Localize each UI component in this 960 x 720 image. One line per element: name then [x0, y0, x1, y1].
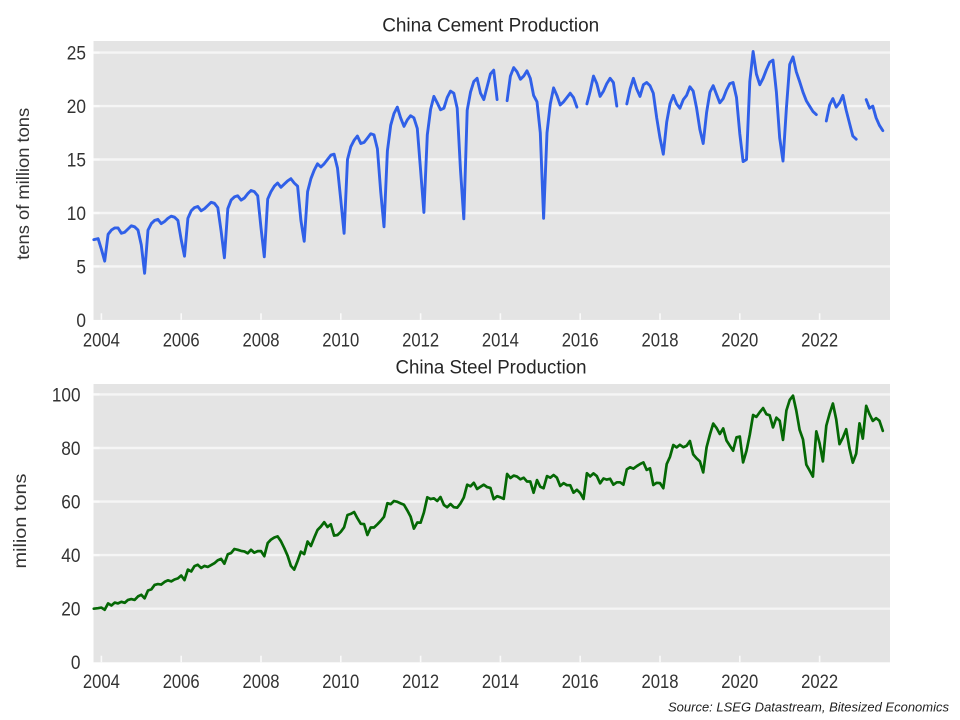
svg-text:2022: 2022 [801, 329, 838, 351]
svg-text:2012: 2012 [402, 329, 439, 351]
svg-text:2018: 2018 [642, 329, 679, 351]
svg-text:2014: 2014 [482, 671, 519, 693]
svg-text:China Cement Production: China Cement Production [382, 16, 599, 37]
svg-text:2014: 2014 [482, 329, 519, 351]
svg-text:20: 20 [67, 96, 86, 118]
svg-text:0: 0 [71, 652, 81, 674]
svg-text:2020: 2020 [721, 329, 758, 351]
svg-text:2004: 2004 [83, 671, 120, 693]
svg-text:40: 40 [61, 545, 80, 567]
svg-text:15: 15 [67, 149, 86, 171]
svg-text:China Steel Production: China Steel Production [396, 357, 587, 378]
svg-text:2006: 2006 [163, 329, 200, 351]
svg-text:milion tons: milion tons [10, 473, 30, 568]
svg-text:2012: 2012 [402, 671, 439, 693]
svg-text:2008: 2008 [243, 671, 280, 693]
svg-text:80: 80 [61, 438, 80, 460]
svg-text:2022: 2022 [801, 671, 838, 693]
svg-text:0: 0 [76, 310, 86, 332]
svg-text:2016: 2016 [562, 671, 599, 693]
svg-text:tens of million tons: tens of million tons [13, 108, 33, 260]
svg-text:100: 100 [52, 384, 81, 406]
svg-text:10: 10 [67, 203, 86, 225]
svg-text:60: 60 [61, 492, 80, 514]
svg-text:2008: 2008 [243, 329, 280, 351]
svg-text:2004: 2004 [83, 329, 120, 351]
svg-text:25: 25 [67, 43, 86, 65]
svg-text:2016: 2016 [562, 329, 599, 351]
svg-text:2010: 2010 [322, 671, 359, 693]
svg-text:2018: 2018 [642, 671, 679, 693]
svg-text:2006: 2006 [163, 671, 200, 693]
svg-text:20: 20 [61, 599, 80, 621]
svg-text:2020: 2020 [721, 671, 758, 693]
svg-text:5: 5 [76, 256, 86, 278]
svg-text:2010: 2010 [322, 329, 359, 351]
svg-text:Source: LSEG Datastream, Bites: Source: LSEG Datastream, Bitesized Econo… [668, 700, 949, 714]
